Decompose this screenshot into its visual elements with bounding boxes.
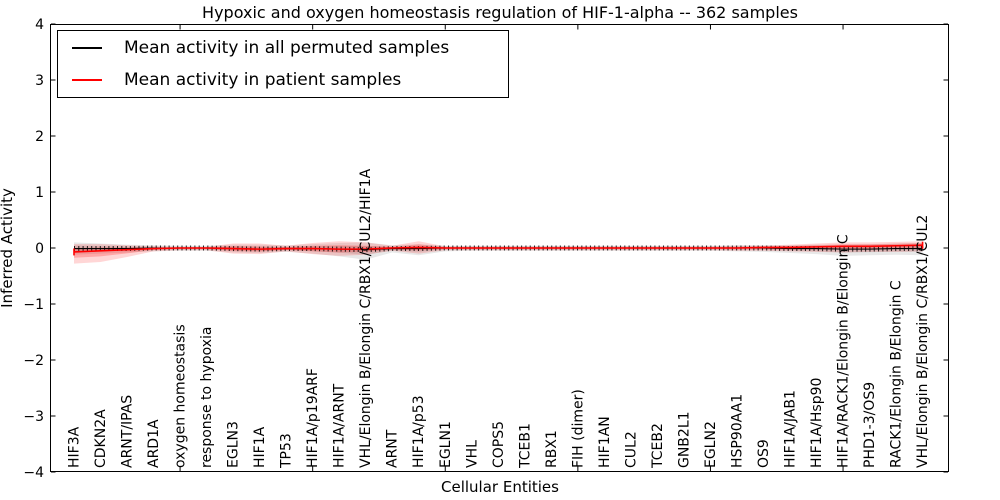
x-category-label: TP53 xyxy=(279,433,295,469)
legend: Mean activity in all permuted samples Me… xyxy=(57,30,509,98)
x-category-label: RACK1/Elongin B/Elongin C xyxy=(889,280,905,468)
x-category-label: HIF1AN xyxy=(597,416,613,468)
x-category-label: HIF1A/p19ARF xyxy=(305,368,321,468)
legend-item-patient: Mean activity in patient samples xyxy=(58,64,508,96)
x-category-label: HIF1A/p53 xyxy=(411,395,427,468)
x-category-label: GNB2L1 xyxy=(676,411,692,468)
x-category-label: HIF1A/JAB1 xyxy=(783,390,799,468)
y-tick-label: −1 xyxy=(23,297,44,313)
y-tick-label: −3 xyxy=(23,409,44,425)
x-category-label: HIF1A/ARNT xyxy=(332,383,348,468)
x-category-label: FIH (dimer) xyxy=(570,389,586,468)
y-tick-label: 4 xyxy=(35,17,44,33)
black-line-swatch xyxy=(72,47,102,49)
x-category-label: CUL2 xyxy=(623,431,639,468)
x-category-label: HIF1A xyxy=(252,426,268,468)
x-category-label: EGLN2 xyxy=(703,421,719,468)
x-category-label: TCEB2 xyxy=(650,423,666,469)
y-tick-label: −2 xyxy=(23,353,44,369)
red-line-swatch xyxy=(72,79,102,81)
x-category-label: ARNT xyxy=(385,429,401,468)
x-category-label: COPS5 xyxy=(491,421,507,468)
x-category-label: OS9 xyxy=(756,439,772,468)
patient-mean-line xyxy=(73,244,923,253)
legend-item-permuted: Mean activity in all permuted samples xyxy=(58,32,508,64)
x-category-label: oxygen homeostasis xyxy=(173,324,189,468)
plot-spines xyxy=(50,24,949,472)
x-category-label: ARD1A xyxy=(146,419,162,468)
x-category-label: TCEB1 xyxy=(517,423,533,469)
x-category-label: VHL/Elongin B/Elongin C/RBX1/CUL2 xyxy=(915,215,931,468)
x-category-label: RBX1 xyxy=(544,430,560,468)
chart-title: Hypoxic and oxygen homeostasis regulatio… xyxy=(202,3,798,22)
y-tick-label: 2 xyxy=(35,129,44,145)
legend-label-patient: Mean activity in patient samples xyxy=(124,70,402,90)
patient-std-band-inner xyxy=(74,243,923,258)
x-category-label: VHL xyxy=(464,440,480,468)
y-axis-label: Inferred Activity xyxy=(0,188,16,308)
x-category-label: response to hypoxia xyxy=(199,327,215,468)
x-category-label: HSP90AA1 xyxy=(729,394,745,468)
x-category-label: HIF3A xyxy=(67,426,83,468)
y-tick-label: −4 xyxy=(23,465,44,481)
x-category-label: ARNT/IPAS xyxy=(120,395,136,468)
x-category-label: HIF1A/RACK1/Elongin B/Elongin C xyxy=(836,234,852,468)
y-tick-label: 0 xyxy=(35,241,44,257)
x-category-label: EGLN3 xyxy=(226,421,242,468)
x-category-label: CDKN2A xyxy=(93,409,109,468)
y-tick-label: 1 xyxy=(35,185,44,201)
x-axis-label: Cellular Entities xyxy=(441,478,559,496)
legend-label-permuted: Mean activity in all permuted samples xyxy=(124,38,450,58)
y-tick-label: 3 xyxy=(35,73,44,89)
x-category-label: VHL/Elongin B/Elongin C/RBX1/CUL2/HIF1A xyxy=(358,168,374,468)
x-category-label: EGLN1 xyxy=(438,421,454,468)
x-category-label: HIF1A/Hsp90 xyxy=(809,378,825,468)
x-category-label: PHD1-3/OS9 xyxy=(862,382,878,468)
